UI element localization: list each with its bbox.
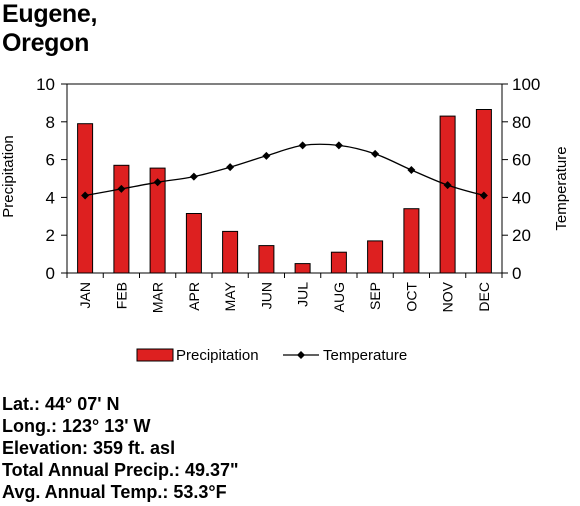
precip-bar-jun — [258, 245, 275, 274]
chart-title: Eugene, Oregon — [2, 0, 97, 58]
plot-frame — [66, 83, 503, 274]
month-label-feb: FEB — [113, 282, 129, 309]
station-info: Lat.: 44° 07' N Long.: 123° 13' W Elevat… — [2, 393, 239, 503]
temperature-point-feb — [117, 184, 126, 193]
month-label-may: MAY — [222, 281, 238, 311]
month-label-nov: NOV — [440, 281, 456, 312]
month-label-apr: APR — [186, 282, 202, 311]
month-label-jun: JUN — [258, 282, 274, 309]
total-precip-text: Total Annual Precip.: 49.37" — [2, 460, 239, 480]
month-label-jul: JUL — [295, 282, 311, 307]
left-tick-label: 10 — [36, 75, 55, 94]
right-tick-label: 60 — [512, 151, 531, 170]
temperature-point-jun — [262, 151, 271, 160]
precip-bar-aug — [330, 251, 347, 274]
left-tick-label: 6 — [46, 151, 55, 170]
left-axis-title: Precipitation — [0, 135, 17, 218]
precip-bar-nov — [439, 115, 456, 274]
precip-bar-may — [222, 230, 239, 274]
precip-bar-apr — [185, 213, 202, 274]
month-label-jan: JAN — [77, 282, 93, 308]
precip-bar-dec — [475, 109, 492, 274]
temperature-point-aug — [334, 141, 343, 150]
elevation-text: Elevation: 359 ft. asl — [2, 438, 176, 458]
right-tick-label: 80 — [512, 113, 531, 132]
precip-bar-jul — [294, 263, 311, 274]
month-label-aug: AUG — [331, 282, 347, 312]
right-axis-title: Temperature — [553, 146, 570, 230]
legend-temp-label: Temperature — [323, 347, 407, 364]
temperature-point-mar — [153, 178, 162, 187]
legend-precip-swatch — [136, 348, 174, 362]
right-tick-label: 0 — [512, 264, 521, 283]
title-line-city: Eugene, — [2, 0, 98, 28]
right-tick-label: 40 — [512, 188, 531, 207]
latitude-text: Lat.: 44° 07' N — [2, 394, 120, 414]
precip-bar-oct — [403, 208, 420, 274]
month-label-sep: SEP — [367, 282, 383, 310]
temperature-point-oct — [407, 165, 416, 174]
left-tick-label: 2 — [46, 226, 55, 245]
temperature-point-nov — [443, 181, 452, 190]
temperature-point-apr — [189, 172, 198, 181]
temperature-point-may — [226, 163, 235, 172]
temperature-point-sep — [371, 149, 380, 158]
precip-bar-sep — [367, 240, 384, 274]
month-label-oct: OCT — [403, 282, 419, 312]
temperature-line — [84, 143, 485, 197]
legend-precip-label: Precipitation — [176, 347, 259, 364]
left-tick-label: 4 — [46, 188, 55, 207]
temperature-point-jul — [298, 141, 307, 150]
temperature-point-jan — [81, 191, 90, 200]
avg-temp-text: Avg. Annual Temp.: 53.3°F — [2, 482, 227, 502]
month-label-mar: MAR — [150, 282, 166, 313]
right-tick-label: 20 — [512, 226, 531, 245]
left-tick-label: 8 — [46, 113, 55, 132]
title-line-state: Oregon — [2, 29, 90, 57]
precip-bar-feb — [113, 164, 130, 274]
right-tick-label: 100 — [512, 75, 540, 94]
temperature-point-dec — [479, 191, 488, 200]
longitude-text: Long.: 123° 13' W — [2, 416, 151, 436]
legend-temp-marker — [297, 351, 305, 359]
left-tick-label: 0 — [46, 264, 55, 283]
month-label-dec: DEC — [476, 282, 492, 312]
